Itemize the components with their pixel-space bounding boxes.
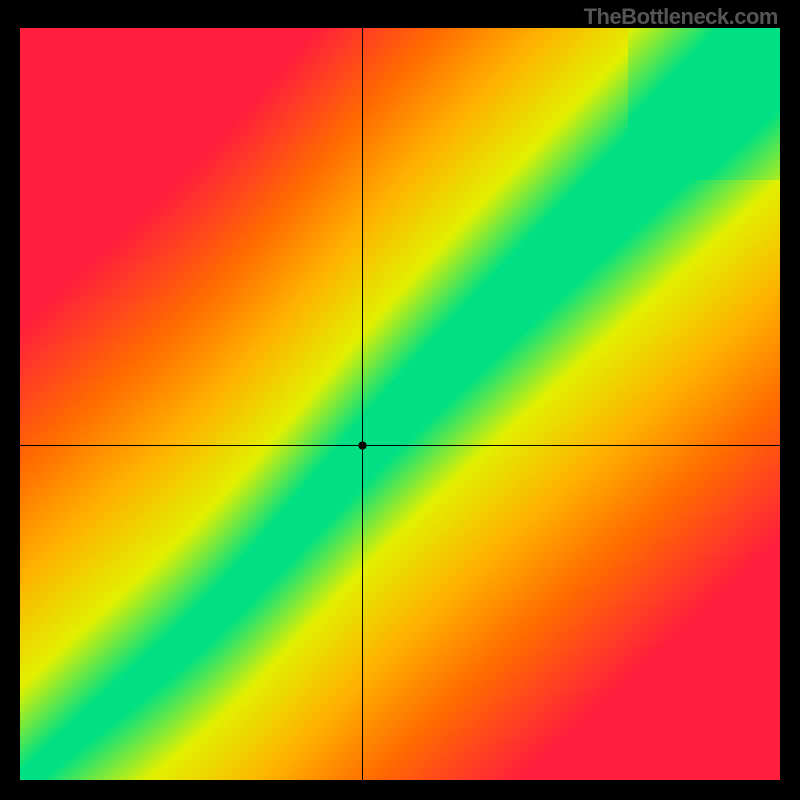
bottleneck-heatmap-figure: TheBottleneck.com (0, 0, 800, 800)
heatmap-plot (20, 28, 780, 780)
heatmap-canvas (20, 28, 780, 780)
watermark-text: TheBottleneck.com (584, 4, 778, 30)
